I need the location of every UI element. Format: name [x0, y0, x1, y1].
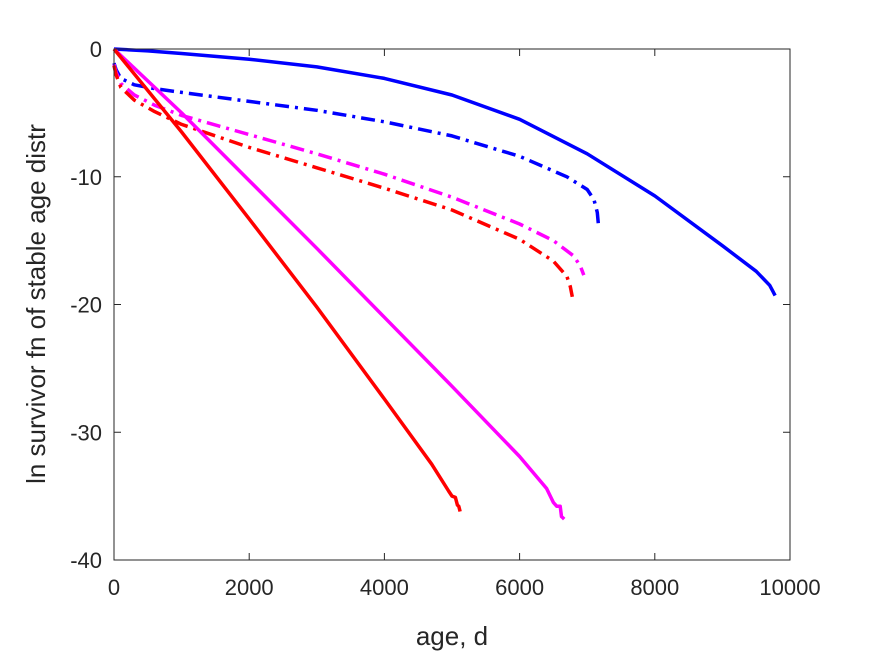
y-axis-title: ln survivor fn of stable age distr	[21, 124, 51, 484]
y-tick-label: -40	[70, 548, 102, 573]
x-tick-label: 8000	[630, 575, 679, 600]
x-tick-label: 0	[108, 575, 120, 600]
y-tick-label: -30	[70, 420, 102, 445]
series-line-3	[112, 63, 586, 276]
series-layer	[112, 47, 777, 521]
series-line-6	[112, 47, 462, 512]
series-line-1	[113, 47, 777, 297]
series-line-4	[112, 65, 575, 298]
x-axis-title: age, d	[416, 621, 488, 651]
x-tick-label: 2000	[225, 575, 274, 600]
x-tick-label: 10000	[759, 575, 820, 600]
x-tick-label: 6000	[495, 575, 544, 600]
y-tick-label: -10	[70, 165, 102, 190]
series-line-2	[112, 62, 601, 228]
tick-layer: 0 2000 4000 6000 8000 10000 0 -10 -20 -30 -40	[70, 37, 820, 600]
series-line-5	[112, 47, 566, 521]
y-tick-label: 0	[90, 37, 102, 62]
y-tick-label: -20	[70, 293, 102, 318]
x-tick-label: 4000	[360, 575, 409, 600]
